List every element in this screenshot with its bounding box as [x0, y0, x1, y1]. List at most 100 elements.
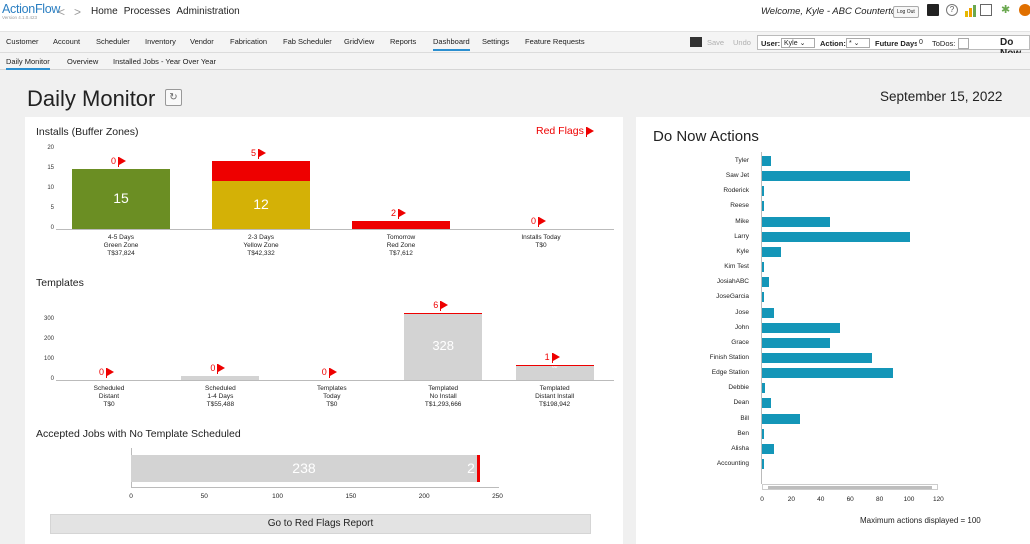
action-bar — [762, 246, 782, 257]
video-icon[interactable] — [927, 4, 939, 16]
x-tick-label: 150 — [345, 493, 357, 500]
red-flag-icon — [118, 157, 127, 167]
category-line: Scheduled — [205, 385, 236, 392]
help-icon[interactable]: ? — [946, 4, 958, 16]
category-line: Templated — [428, 385, 459, 392]
x-tick-label: 100 — [903, 496, 915, 503]
app-logo[interactable]: ActionFlow Version 4.1.0.423 — [2, 2, 60, 20]
action-bar — [762, 368, 893, 379]
action-bar — [762, 459, 764, 469]
x-category-label: Installs Today T$0 — [482, 234, 600, 250]
category-line: Scheduled — [93, 385, 125, 392]
action-bar — [762, 352, 873, 363]
action-bar — [762, 337, 830, 348]
menu-settings[interactable]: Settings — [482, 37, 510, 46]
menu-feature-requests[interactable]: Feature Requests — [525, 37, 585, 46]
category-line: T$0 — [326, 401, 338, 408]
tab-installed-jobs[interactable]: Installed Jobs - Year Over Year — [113, 57, 216, 66]
x-category-label: Scheduled 1-4 Days T$55,488 — [171, 385, 269, 409]
action-select[interactable]: * ⌄ — [846, 38, 870, 48]
bar — [404, 314, 483, 380]
menu-customer[interactable]: Customer — [6, 37, 39, 46]
y-tick-label: 15 — [47, 165, 54, 171]
category-line: 4-5 Days — [107, 234, 134, 241]
bar-value-label: 12 — [253, 196, 269, 212]
y-tick-label: 300 — [43, 316, 54, 322]
action-bar — [762, 428, 764, 439]
action-bar — [762, 156, 771, 166]
forward-arrow-icon[interactable]: > — [74, 5, 82, 19]
chart-icon[interactable] — [964, 4, 976, 17]
action-owner-label: Roderick — [723, 187, 749, 195]
save-button[interactable]: Save — [707, 38, 725, 47]
logout-button[interactable]: Log Out — [893, 6, 919, 18]
action-filter-bar: User: Kyle ⌄ Action: * ⌄ Future Days: 0 … — [757, 35, 1030, 59]
action-bar — [762, 413, 801, 424]
menu-scheduler[interactable]: Scheduler — [96, 37, 130, 46]
x-category-label: Scheduled Distant T$0 — [60, 385, 158, 409]
category-line: Red Zone — [386, 242, 416, 249]
x-category-label: Templated Distant Install T$198,942 — [506, 385, 604, 409]
user-select-value: Kyle — [784, 40, 798, 47]
menu-vendor[interactable]: Vendor — [190, 37, 214, 46]
y-tick-label: 200 — [43, 336, 54, 342]
y-tick-label: 100 — [43, 356, 54, 362]
category-line: Distant — [98, 393, 120, 400]
top-bar: ActionFlow Version 4.1.0.423 < > Home Pro… — [0, 0, 1030, 32]
bar-flag-count: 5 — [251, 148, 257, 158]
y-tick-label: 0 — [50, 376, 54, 382]
menu-reports[interactable]: Reports — [390, 37, 417, 46]
templates-title: Templates — [36, 277, 84, 289]
bar-value-label: 68 — [551, 364, 558, 371]
category-line: 1-4 Days — [207, 393, 234, 400]
x-tick-label: 120 — [932, 496, 944, 503]
go-to-red-flags-button[interactable]: Go to Red Flags Report — [50, 514, 591, 534]
flag-bar — [212, 161, 310, 181]
action-bar — [762, 201, 764, 212]
bar-flag-count: 6 — [433, 299, 439, 310]
x-tick-label: 20 — [787, 496, 795, 503]
nav-processes[interactable]: Processes — [123, 6, 171, 17]
red-flags-legend: Red Flags — [536, 125, 594, 137]
bar-flag: 6 — [433, 299, 449, 311]
menu-inventory[interactable]: Inventory — [145, 37, 176, 46]
bar-flag-count: 0 — [210, 363, 216, 373]
user-select[interactable]: Kyle ⌄ — [781, 38, 815, 48]
category-line: Templated — [539, 385, 570, 392]
category-line: Templates — [316, 385, 347, 392]
action-owner-label: Debbie — [728, 384, 749, 392]
action-owner-label: Jose — [735, 308, 749, 316]
nav-administration[interactable]: Administration — [176, 6, 240, 17]
mail-icon[interactable] — [980, 4, 992, 16]
red-flag-icon — [551, 352, 560, 363]
menu-fabrication[interactable]: Fabrication — [230, 37, 268, 46]
toolbar-video-icon[interactable] — [690, 37, 702, 47]
user-icon[interactable] — [1019, 4, 1030, 16]
bar-flag: 0 — [111, 156, 127, 167]
action-owner-label: Bill — [740, 414, 749, 422]
menu-dashboard[interactable]: Dashboard — [433, 37, 470, 51]
future-days-input[interactable]: 0 — [917, 38, 927, 48]
menu-gridview[interactable]: GridView — [344, 37, 375, 46]
nav-home[interactable]: Home — [91, 6, 118, 17]
flag-value-label: 2 — [467, 460, 475, 476]
undo-button[interactable]: Undo — [733, 38, 751, 47]
sync-icon[interactable]: ✱ — [1001, 4, 1011, 16]
menu-account[interactable]: Account — [53, 37, 81, 46]
action-owner-label: Larry — [734, 232, 749, 240]
bar-flag-count: 0 — [531, 216, 537, 226]
logo-text: ActionFlow — [2, 2, 61, 16]
todos-checkbox[interactable] — [958, 38, 969, 49]
tab-daily-monitor[interactable]: Daily Monitor — [6, 57, 50, 70]
back-arrow-icon[interactable]: < — [58, 5, 66, 19]
category-line: Green Zone — [103, 242, 139, 249]
future-days-label: Future Days: — [875, 39, 921, 48]
menu-fab-scheduler[interactable]: Fab Scheduler — [283, 37, 332, 46]
page-title: Daily Monitor — [27, 86, 156, 111]
tab-overview[interactable]: Overview — [67, 57, 99, 66]
refresh-button[interactable]: ↻ — [165, 89, 182, 106]
category-line: 2-3 Days — [247, 234, 274, 241]
bar — [515, 366, 594, 380]
installs-title: Installs (Buffer Zones) — [36, 126, 139, 138]
bar-flag-count: 0 — [111, 156, 117, 166]
